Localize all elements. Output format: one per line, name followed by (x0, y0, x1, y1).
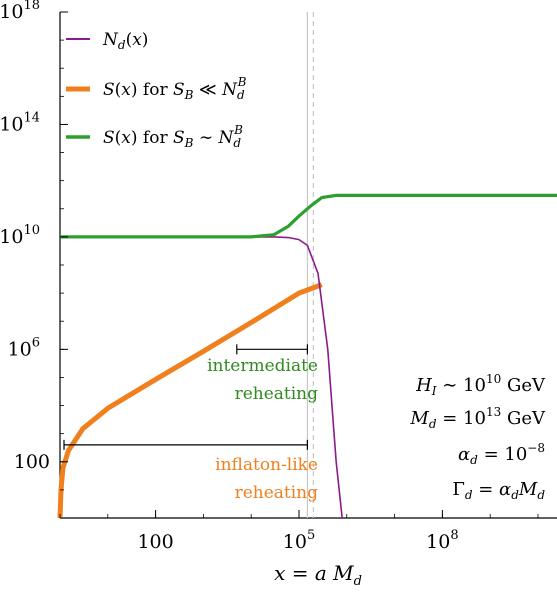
param-alpha: αd = 10−8 (458, 441, 545, 467)
param-gamma: Γd = αdMd (452, 479, 545, 502)
legend-label-s-orange: S(x) for SB ≪ NdB (103, 75, 247, 102)
legend: Nd(x) S(x) for SB ≪ NdB S(x) for SB ∼ Nd… (66, 30, 247, 150)
annotation-inflaton-line1: inflaton-like (215, 455, 318, 475)
y-tick-label: 1014 (0, 110, 40, 135)
y-tick-label: 106 (8, 335, 40, 360)
param-mass: Md = 1013 GeV (409, 405, 546, 431)
legend-label-nd: Nd(x) (102, 30, 148, 52)
annotation-intermediate-line1: intermediate (207, 356, 318, 376)
series-s-orange-line (57, 282, 323, 519)
annotation-inflaton-line2: reheating (235, 483, 319, 503)
x-axis-title: x = a Md (274, 561, 362, 589)
parameter-block: HI ∼ 1010 GeV Md = 1013 GeV αd = 10−8 Γd… (409, 372, 546, 502)
x-tick-label: 108 (426, 528, 458, 553)
legend-label-s-green: S(x) for SB ∼ NdB (103, 123, 243, 150)
param-hubble: HI ∼ 1010 GeV (415, 372, 546, 398)
x-tick-label: 105 (283, 528, 315, 553)
series-s-green-line (60, 193, 557, 239)
annotation-intermediate-line2: reheating (235, 384, 319, 404)
y-tick-label: 1018 (0, 0, 40, 23)
y-tick-label: 1010 (0, 223, 40, 248)
x-tick-label: 100 (137, 531, 173, 553)
series-nd-line (60, 236, 343, 519)
y-tick-label: 100 (14, 451, 50, 473)
